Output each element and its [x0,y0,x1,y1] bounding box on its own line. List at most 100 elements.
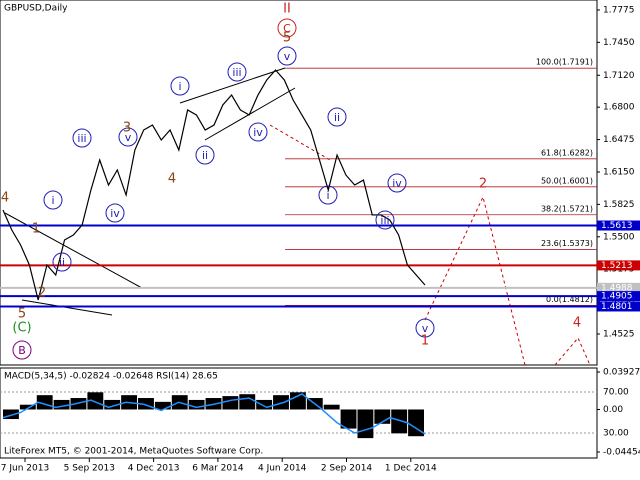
wave-circle [52,252,72,272]
wave-label: iv [110,207,120,220]
y2-tick-label: 70.00 [603,387,629,397]
fib-label: 100.0(1.7191) [536,58,593,67]
macd-bar [138,398,154,410]
x-tick-label: 7 Jun 2013 [1,464,49,474]
macd-bar [19,404,36,410]
y-tick-label: 1.7450 [603,38,635,48]
fib-label: 0.0(1.4812) [546,295,593,304]
wave-circle [318,185,338,205]
macd-bar [408,409,424,437]
wave-circle [277,18,297,38]
macd-bar [154,401,171,410]
y-tick-label: 1.7775 [603,5,635,15]
wave-label: 5 [18,307,26,322]
wave-label: 4 [573,316,581,331]
wave-circle [72,128,92,148]
wave-label: iii [380,214,389,227]
rsi-line [2,393,426,435]
macd-bar [323,404,340,410]
x-tick-label: 1 Dec 2014 [385,464,437,474]
chart-title: GBPUSD,Daily [4,4,68,14]
wave-circle [387,173,407,193]
wave-label: iv [253,126,263,139]
x-tick-label: 4 Dec 2013 [128,464,180,474]
wave-label: 3 [123,121,131,136]
wave-circle [227,62,247,82]
macd-bar [340,409,357,429]
wave-label: iii [232,66,241,79]
macd-bar [239,394,256,410]
indicator-title: MACD(5,34,5) -0.02824 -0.02648 RSI(14) 2… [4,372,218,382]
x-tick-label: 5 Sep 2013 [64,464,115,474]
wave-label: iv [392,177,402,190]
footer: LiteForex MT5, © 2001-2014, MetaQuotes S… [4,447,263,457]
wave-label: 2 [38,286,46,301]
macd-bar [289,392,306,410]
indicator-panel [0,367,598,459]
wave-label: 4 [1,191,9,206]
wave-circle [105,203,125,223]
wave-label: i [178,80,181,93]
level-tag [597,301,640,312]
y-tick-label: 1.6800 [603,103,635,113]
level-tag [597,260,640,271]
macd-bar [256,399,273,410]
wave-label: iii [77,132,86,145]
level-tag [597,282,640,293]
wave-label: 1 [32,222,40,237]
wave-label: B [18,344,26,357]
level-label: 1.4905 [601,292,633,302]
level-label: 1.5213 [601,261,633,271]
x-tick-label: 6 Mar 2014 [192,464,244,474]
fib-label: 61.8(1.6282) [541,148,593,157]
level-label: 1.4801 [601,302,633,312]
macd-bar [188,399,205,410]
y-tick-label: -0.04454 [603,447,640,457]
level-label: 1.5613 [601,221,633,231]
wave-label: II [283,2,291,17]
price-line [2,69,426,301]
macd-bar [53,399,70,410]
wave-label: ii [59,256,65,269]
level-label: 1.4988 [601,283,633,293]
wave-circle [327,107,347,127]
wave-label: 4 [168,172,176,187]
macd-bar [391,409,408,434]
macd-bar [87,392,104,410]
macd-bar [357,409,374,439]
y-tick-label: 0.03927 [603,367,640,377]
wave-label: v [125,131,132,144]
x-tick-label: 4 Jun 2014 [258,464,307,474]
y-tick-label: 1.5500 [603,232,635,242]
macd-bar [104,399,121,410]
y-tick-label: 1.5825 [603,200,635,210]
level-tag [597,291,640,302]
y-tick-label: 1.6475 [603,135,635,145]
wave-label: 1 [421,334,429,349]
wave-label: v [422,322,429,335]
forecast-path [269,124,591,366]
wave-label: 2 [479,177,487,192]
macd-bar [3,409,19,420]
y-tick-label: 1.6150 [603,167,635,177]
wave-circle [12,340,32,360]
wave-label: i [51,194,54,207]
y-tick-label: 1.7120 [603,71,635,81]
wave-label: (C) [12,321,31,336]
wave-circle [415,318,435,338]
wave-circle [118,127,138,147]
y2-tick-label: 30.00 [603,428,629,438]
wave-circle [248,122,268,142]
fib-label: 38.2(1.5721) [541,204,593,213]
macd-bar [273,395,289,410]
fib-label: 23.6(1.5373) [541,239,593,248]
wave-label: ii [202,149,208,162]
wave-label: v [284,50,291,63]
wave-circle [170,76,190,96]
main-panel [0,0,598,366]
wave-label: C [283,22,291,35]
wave-circle [277,46,297,66]
fib-label: 50.0(1.6001) [541,176,593,185]
wave-label: ii [334,111,340,124]
